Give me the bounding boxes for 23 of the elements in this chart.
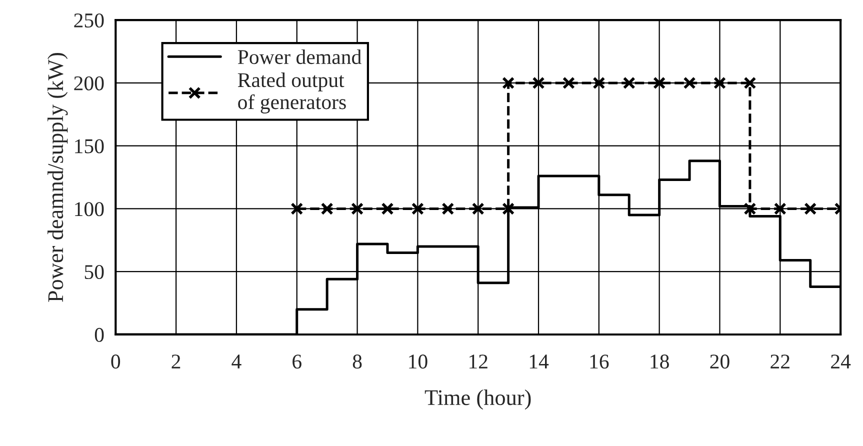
y-axis-title: Power deamnd/supply (kW) — [48, 52, 68, 302]
x-tick-label: 0 — [111, 354, 120, 369]
legend-label: Rated output of generators — [238, 72, 346, 114]
y-tick-label: 50 — [84, 264, 104, 280]
x-tick-label: 20 — [710, 354, 730, 369]
x-tick-label: 22 — [770, 354, 790, 368]
x-tick-label: 18 — [650, 354, 669, 369]
x-tick-label: 10 — [409, 354, 428, 369]
legend-label: Power demand — [238, 49, 362, 64]
y-tick-label: 200 — [74, 76, 104, 90]
y-tick-label: 150 — [75, 139, 104, 154]
x-tick-label: 8 — [352, 354, 362, 369]
y-tick-label: 0 — [94, 328, 104, 342]
y-tick-label: 100 — [75, 202, 104, 216]
y-tick-label: 250 — [74, 13, 104, 28]
x-tick-label: 2 — [172, 354, 180, 368]
x-tick-label: 16 — [590, 354, 609, 369]
x-tick-label: 6 — [292, 354, 302, 369]
x-tick-label: 4 — [232, 354, 242, 368]
x-tick-label: 14 — [530, 354, 549, 368]
x-tick-label: 12 — [470, 354, 488, 368]
x-axis-title: Time (hour) — [424, 390, 531, 410]
x-tick-label: 24 — [831, 354, 851, 368]
